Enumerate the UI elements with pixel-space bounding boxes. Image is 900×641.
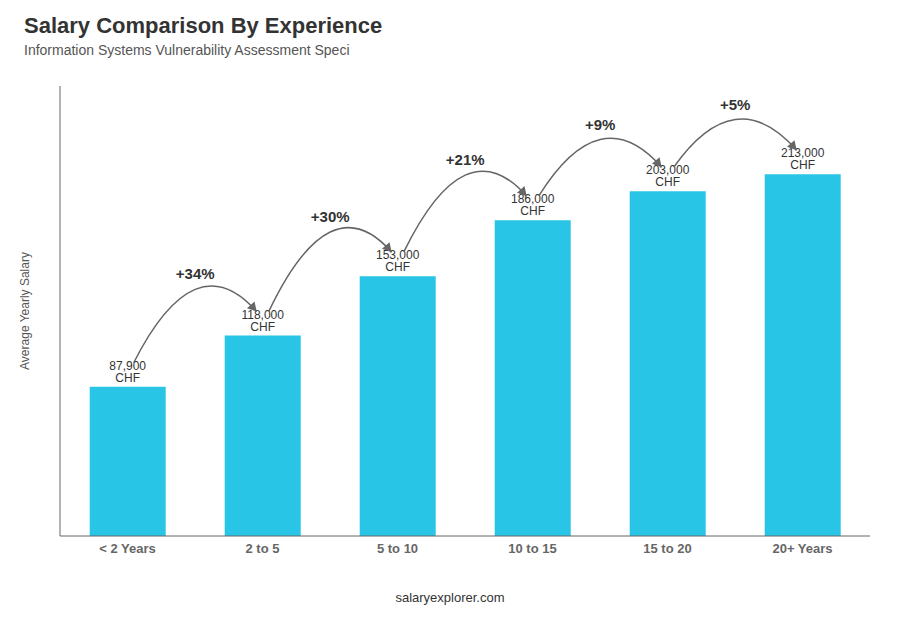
- svg-text:< 2 Years: < 2 Years: [99, 541, 156, 556]
- svg-text:Average Yearly Salary: Average Yearly Salary: [18, 252, 32, 370]
- svg-text:2 to 5: 2 to 5: [246, 541, 280, 556]
- svg-text:+21%: +21%: [446, 151, 485, 168]
- html-text:salaryexplorer.com: salaryexplorer.com: [395, 590, 505, 605]
- svg-text:118,000CHF: 118,000CHF: [241, 308, 284, 334]
- svg-text:+34%: +34%: [176, 265, 215, 282]
- svg-text:153,000CHF: 153,000CHF: [376, 248, 420, 274]
- svg-text:10 to 15: 10 to 15: [508, 541, 556, 556]
- svg-text:+5%: +5%: [720, 96, 750, 113]
- html-text:Information Systems Vulnerabil: Information Systems Vulnerability Assess…: [24, 42, 350, 58]
- html-text:Salary Comparison By Experienc: Salary Comparison By Experience: [24, 13, 383, 38]
- svg-text:5 to 10: 5 to 10: [377, 541, 418, 556]
- svg-text:203,000CHF: 203,000CHF: [646, 163, 690, 189]
- svg-text:+9%: +9%: [585, 116, 615, 133]
- svg-text:15 to 20: 15 to 20: [643, 541, 691, 556]
- svg-text:20+ Years: 20+ Years: [772, 541, 832, 556]
- svg-text:87,900CHF: 87,900CHF: [109, 359, 146, 385]
- svg-text:186,000CHF: 186,000CHF: [511, 192, 555, 218]
- svg-text:+30%: +30%: [311, 208, 350, 225]
- svg-text:213,000CHF: 213,000CHF: [781, 146, 825, 172]
